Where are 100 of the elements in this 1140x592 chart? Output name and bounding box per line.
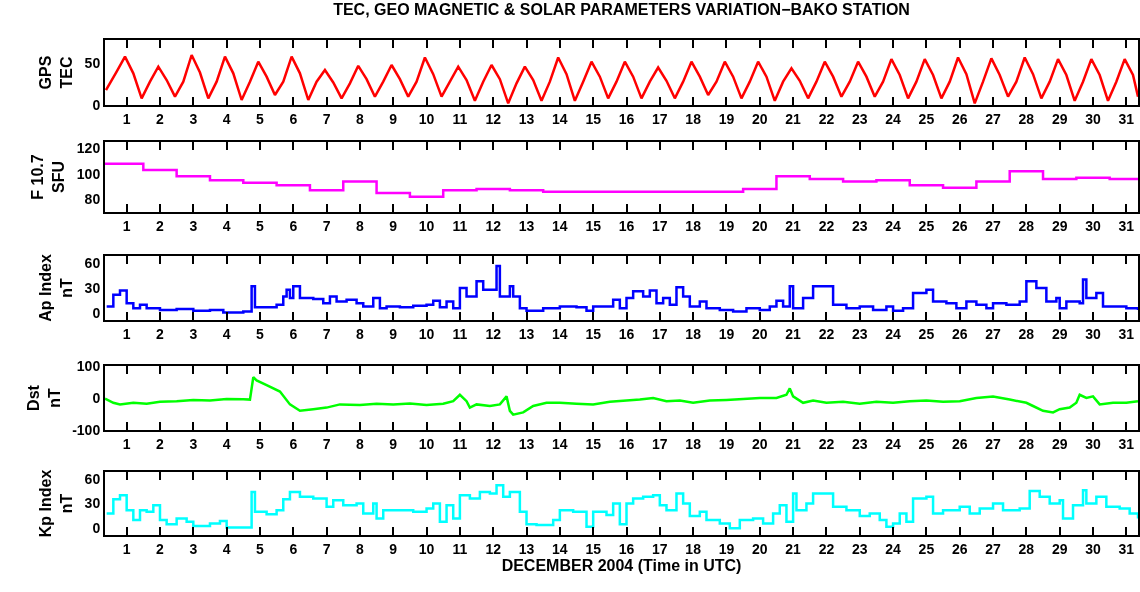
x-tick-label: 27 [985,325,1002,342]
y-axis-title: Kp Index nT [37,469,76,538]
x-tick-label: 20 [752,435,768,452]
x-tick-label: 11 [452,540,468,557]
x-tick-label: 6 [289,540,298,557]
x-tick-label: 4 [222,325,231,342]
x-tick-label: 22 [818,435,835,452]
x-tick-label: 9 [389,435,398,452]
y-tick-label: 0 [92,520,101,537]
x-tick-label: 26 [951,217,968,234]
x-tick-label: 10 [418,540,435,557]
x-tick-label: 19 [718,325,735,342]
x-tick-label: 23 [851,217,868,234]
x-tick-label: 17 [652,435,668,452]
x-tick-label: 3 [189,325,198,342]
x-tick-label: 18 [685,110,702,127]
x-tick-label: 5 [256,110,265,127]
x-tick-label: 13 [518,217,535,234]
x-tick-label: 23 [851,325,868,342]
x-tick-label: 12 [485,217,502,234]
x-tick-label: 12 [485,435,502,452]
x-tick-label: 7 [322,110,331,127]
x-tick-label: 22 [818,110,835,127]
y-tick-label: 100 [76,165,101,182]
x-tick-label: 16 [618,540,635,557]
x-tick-label: 8 [356,217,365,234]
x-tick-label: 27 [985,110,1002,127]
x-tick-label: 18 [685,540,702,557]
x-tick-label: 31 [1118,435,1135,452]
x-axis-title: DECEMBER 2004 (Time in UTC) [501,557,742,574]
x-tick-label: 25 [918,217,935,234]
y-tick-label: 0 [92,389,101,406]
x-tick-label: 8 [356,110,365,127]
x-tick-label: 3 [189,435,198,452]
x-tick-label: 14 [552,325,568,342]
y-tick-label: 60 [84,254,101,271]
x-tick-label: 5 [256,325,265,342]
line-series [105,375,1138,416]
x-tick-label: 24 [885,435,902,452]
x-tick-label: 20 [752,110,768,127]
x-tick-label: 23 [851,110,868,127]
x-tick-label: 11 [452,110,468,127]
x-tick-label: 23 [851,435,868,452]
x-tick-label: 12 [485,540,502,557]
x-tick-label: 15 [585,435,602,452]
x-tick-label: 16 [618,325,635,342]
x-tick-label: 30 [1085,110,1102,127]
y-tick-label: 0 [92,96,101,113]
x-tick-label: 11 [452,325,468,342]
x-tick-label: 24 [885,217,902,234]
x-tick-label: 28 [1018,540,1035,557]
x-tick-label: 5 [256,540,265,557]
x-tick-label: 17 [652,540,668,557]
x-tick-label: 4 [222,540,231,557]
y-tick-label: 50 [84,55,101,72]
y-axis-title: F 10.7 SFU [29,154,68,200]
x-tick-label: 9 [389,110,398,127]
x-tick-label: 19 [718,217,735,234]
x-tick-label: 4 [222,217,231,234]
x-tick-label: 22 [818,540,835,557]
x-tick-label: 2 [156,435,165,452]
x-tick-label: 4 [222,110,231,127]
x-tick-label: 9 [389,217,398,234]
x-tick-label: 7 [322,435,331,452]
x-tick-label: 25 [918,435,935,452]
x-tick-label: 16 [618,110,635,127]
y-tick-label: 30 [84,279,101,296]
x-tick-label: 2 [156,540,165,557]
x-tick-label: 1 [122,540,131,557]
x-tick-label: 8 [356,435,365,452]
x-tick-label: 30 [1085,217,1102,234]
x-tick-label: 28 [1018,217,1035,234]
x-tick-label: 29 [1051,435,1068,452]
x-tick-label: 15 [585,110,602,127]
x-tick-label: 11 [452,217,468,234]
x-tick-label: 31 [1118,110,1135,127]
x-tick-label: 8 [356,325,365,342]
x-tick-label: 24 [885,325,902,342]
x-tick-label: 21 [785,325,802,342]
x-tick-label: 15 [585,217,602,234]
x-tick-label: 1 [122,435,131,452]
x-tick-label: 20 [752,325,768,342]
x-tick-label: 17 [652,217,668,234]
x-tick-label: 19 [718,540,735,557]
x-tick-label: 18 [685,217,702,234]
x-tick-label: 12 [485,110,502,127]
x-tick-label: 28 [1018,325,1035,342]
x-tick-label: 6 [289,110,298,127]
x-tick-label: 21 [785,540,802,557]
x-tick-label: 29 [1051,325,1068,342]
y-axis-title: Dst nT [24,384,63,411]
x-tick-label: 12 [485,325,502,342]
x-tick-label: 10 [418,325,435,342]
x-tick-label: 14 [552,110,568,127]
x-tick-label: 3 [189,110,198,127]
x-tick-label: 19 [718,110,735,127]
x-tick-label: 31 [1118,217,1135,234]
x-tick-label: 14 [552,540,568,557]
x-tick-label: 21 [785,110,802,127]
x-tick-label: 2 [156,217,165,234]
